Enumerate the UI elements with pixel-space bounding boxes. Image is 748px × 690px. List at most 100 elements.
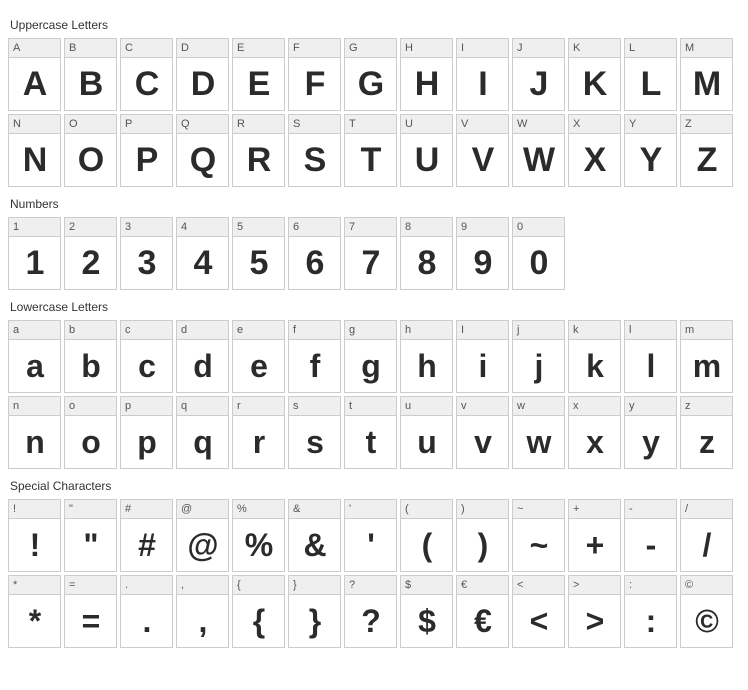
glyph-display: D bbox=[177, 58, 228, 110]
glyph-label: 5 bbox=[233, 218, 284, 237]
glyph-display: ' bbox=[345, 519, 396, 571]
glyph-label: t bbox=[345, 397, 396, 416]
glyph-label: / bbox=[681, 500, 732, 519]
glyph-cell: JJ bbox=[512, 38, 565, 111]
glyph-display: { bbox=[233, 595, 284, 647]
glyph-display: ? bbox=[345, 595, 396, 647]
glyph-label: L bbox=[625, 39, 676, 58]
glyph-display: G bbox=[345, 58, 396, 110]
glyph-label: P bbox=[121, 115, 172, 134]
glyph-label: 9 bbox=[457, 218, 508, 237]
glyph-label: q bbox=[177, 397, 228, 416]
glyph-display: & bbox=[289, 519, 340, 571]
glyph-label: 4 bbox=[177, 218, 228, 237]
glyph-label: * bbox=[9, 576, 60, 595]
glyph-label: A bbox=[9, 39, 60, 58]
glyph-row: **==..,,{{}}??$$€€<<>>::©© bbox=[8, 575, 740, 648]
glyph-display: s bbox=[289, 416, 340, 468]
glyph-display: r bbox=[233, 416, 284, 468]
glyph-display: I bbox=[457, 58, 508, 110]
glyph-cell: PP bbox=[120, 114, 173, 187]
glyph-label: x bbox=[569, 397, 620, 416]
glyph-label: © bbox=[681, 576, 732, 595]
glyph-cell: xx bbox=[568, 396, 621, 469]
glyph-row: !!""##@@%%&&''(())~~++--// bbox=[8, 499, 740, 572]
glyph-display: u bbox=[401, 416, 452, 468]
glyph-label: e bbox=[233, 321, 284, 340]
glyph-label: Z bbox=[681, 115, 732, 134]
glyph-label: J bbox=[513, 39, 564, 58]
glyph-cell: WW bbox=[512, 114, 565, 187]
glyph-label: ) bbox=[457, 500, 508, 519]
glyph-cell: mm bbox=[680, 320, 733, 393]
glyph-display: 1 bbox=[9, 237, 60, 289]
glyph-cell: 00 bbox=[512, 217, 565, 290]
glyph-label: b bbox=[65, 321, 116, 340]
glyph-label: y bbox=[625, 397, 676, 416]
glyph-display: 4 bbox=[177, 237, 228, 289]
glyph-label: s bbox=[289, 397, 340, 416]
glyph-cell: HH bbox=[400, 38, 453, 111]
glyph-cell: II bbox=[456, 38, 509, 111]
glyph-label: h bbox=[401, 321, 452, 340]
glyph-label: X bbox=[569, 115, 620, 134]
glyph-label: Y bbox=[625, 115, 676, 134]
glyph-cell: ~~ bbox=[512, 499, 565, 572]
glyph-label: { bbox=[233, 576, 284, 595]
glyph-cell: @@ bbox=[176, 499, 229, 572]
glyph-label: : bbox=[625, 576, 676, 595]
glyph-cell: NN bbox=[8, 114, 61, 187]
glyph-display: C bbox=[121, 58, 172, 110]
glyph-display: O bbox=[65, 134, 116, 186]
glyph-cell: XX bbox=[568, 114, 621, 187]
glyph-cell: UU bbox=[400, 114, 453, 187]
glyph-cell: ff bbox=[288, 320, 341, 393]
glyph-label: w bbox=[513, 397, 564, 416]
glyph-display: L bbox=[625, 58, 676, 110]
glyph-display: ) bbox=[457, 519, 508, 571]
glyph-cell: YY bbox=[624, 114, 677, 187]
section-title: Lowercase Letters bbox=[10, 300, 740, 314]
glyph-cell: }} bbox=[288, 575, 341, 648]
glyph-cell: '' bbox=[344, 499, 397, 572]
glyph-cell: bb bbox=[64, 320, 117, 393]
glyph-label: W bbox=[513, 115, 564, 134]
glyph-label: 3 bbox=[121, 218, 172, 237]
glyph-display: 2 bbox=[65, 237, 116, 289]
glyph-display: H bbox=[401, 58, 452, 110]
glyph-display: W bbox=[513, 134, 564, 186]
glyph-label: d bbox=[177, 321, 228, 340]
glyph-label: $ bbox=[401, 576, 452, 595]
glyph-display: © bbox=[681, 595, 732, 647]
glyph-cell: vv bbox=[456, 396, 509, 469]
glyph-label: 0 bbox=[513, 218, 564, 237]
glyph-cell: KK bbox=[568, 38, 621, 111]
glyph-display: q bbox=[177, 416, 228, 468]
glyph-cell: 44 bbox=[176, 217, 229, 290]
glyph-cell: uu bbox=[400, 396, 453, 469]
glyph-cell: SS bbox=[288, 114, 341, 187]
glyph-display: i bbox=[457, 340, 508, 392]
glyph-label: H bbox=[401, 39, 452, 58]
glyph-display: Y bbox=[625, 134, 676, 186]
glyph-display: ! bbox=[9, 519, 60, 571]
glyph-display: + bbox=[569, 519, 620, 571]
glyph-display: t bbox=[345, 416, 396, 468]
glyph-label: B bbox=[65, 39, 116, 58]
glyph-display: ( bbox=[401, 519, 452, 571]
glyph-label: m bbox=[681, 321, 732, 340]
glyph-display: N bbox=[9, 134, 60, 186]
glyph-row: NNOOPPQQRRSSTTUUVVWWXXYYZZ bbox=[8, 114, 740, 187]
glyph-cell: gg bbox=[344, 320, 397, 393]
section-title: Numbers bbox=[10, 197, 740, 211]
glyph-display: € bbox=[457, 595, 508, 647]
glyph-label: M bbox=[681, 39, 732, 58]
glyph-label: o bbox=[65, 397, 116, 416]
section-title: Special Characters bbox=[10, 479, 740, 493]
glyph-cell: EE bbox=[232, 38, 285, 111]
glyph-cell: TT bbox=[344, 114, 397, 187]
glyph-cell: kk bbox=[568, 320, 621, 393]
glyph-cell: .. bbox=[120, 575, 173, 648]
glyph-cell: dd bbox=[176, 320, 229, 393]
glyph-cell: // bbox=[680, 499, 733, 572]
